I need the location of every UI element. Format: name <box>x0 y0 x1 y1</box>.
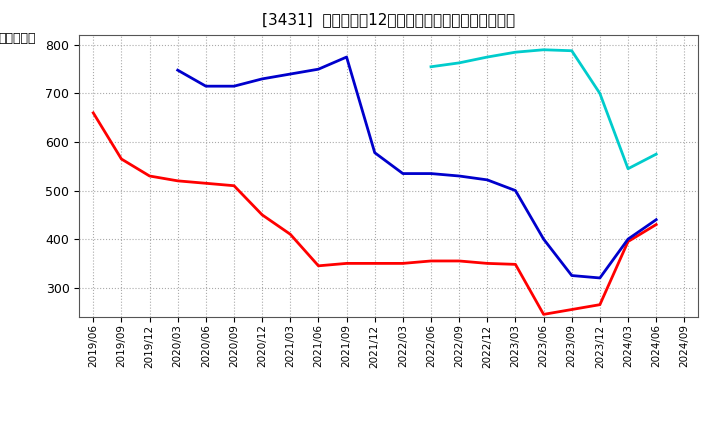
3年 <box>202 181 210 186</box>
3年 <box>652 222 660 227</box>
Line: 5年: 5年 <box>178 57 656 278</box>
5年 <box>230 84 238 89</box>
3年 <box>427 258 436 264</box>
7年 <box>539 47 548 52</box>
3年 <box>286 231 294 237</box>
5年 <box>202 84 210 89</box>
5年 <box>539 236 548 242</box>
3年 <box>539 312 548 317</box>
5年 <box>511 188 520 193</box>
5年 <box>455 173 464 179</box>
3年 <box>89 110 98 116</box>
7年 <box>652 151 660 157</box>
Line: 7年: 7年 <box>431 50 656 169</box>
5年 <box>174 67 182 73</box>
5年 <box>567 273 576 278</box>
5年 <box>399 171 408 176</box>
3年 <box>455 258 464 264</box>
5年 <box>427 171 436 176</box>
7年 <box>567 48 576 53</box>
3年 <box>399 261 408 266</box>
Title: [3431]  当期純利益12か月移動合計の標準偏差の推移: [3431] 当期純利益12か月移動合計の標準偏差の推移 <box>262 12 516 27</box>
5年 <box>624 236 632 242</box>
3年 <box>370 261 379 266</box>
3年 <box>174 178 182 183</box>
5年 <box>286 71 294 77</box>
3年 <box>230 183 238 188</box>
3年 <box>511 262 520 267</box>
5年 <box>652 217 660 222</box>
7年 <box>624 166 632 171</box>
7年 <box>595 91 604 96</box>
5年 <box>258 76 266 81</box>
Y-axis label: （百万円）: （百万円） <box>0 33 36 45</box>
3年 <box>258 212 266 217</box>
7年 <box>483 55 492 60</box>
3年 <box>342 261 351 266</box>
5年 <box>342 55 351 60</box>
Line: 3年: 3年 <box>94 113 656 314</box>
5年 <box>370 150 379 155</box>
3年 <box>117 156 126 161</box>
5年 <box>483 177 492 183</box>
5年 <box>595 275 604 281</box>
5年 <box>314 66 323 72</box>
3年 <box>624 239 632 244</box>
3年 <box>314 263 323 268</box>
7年 <box>455 60 464 66</box>
3年 <box>595 302 604 307</box>
3年 <box>145 173 154 179</box>
7年 <box>511 50 520 55</box>
3年 <box>483 261 492 266</box>
3年 <box>567 307 576 312</box>
7年 <box>427 64 436 70</box>
